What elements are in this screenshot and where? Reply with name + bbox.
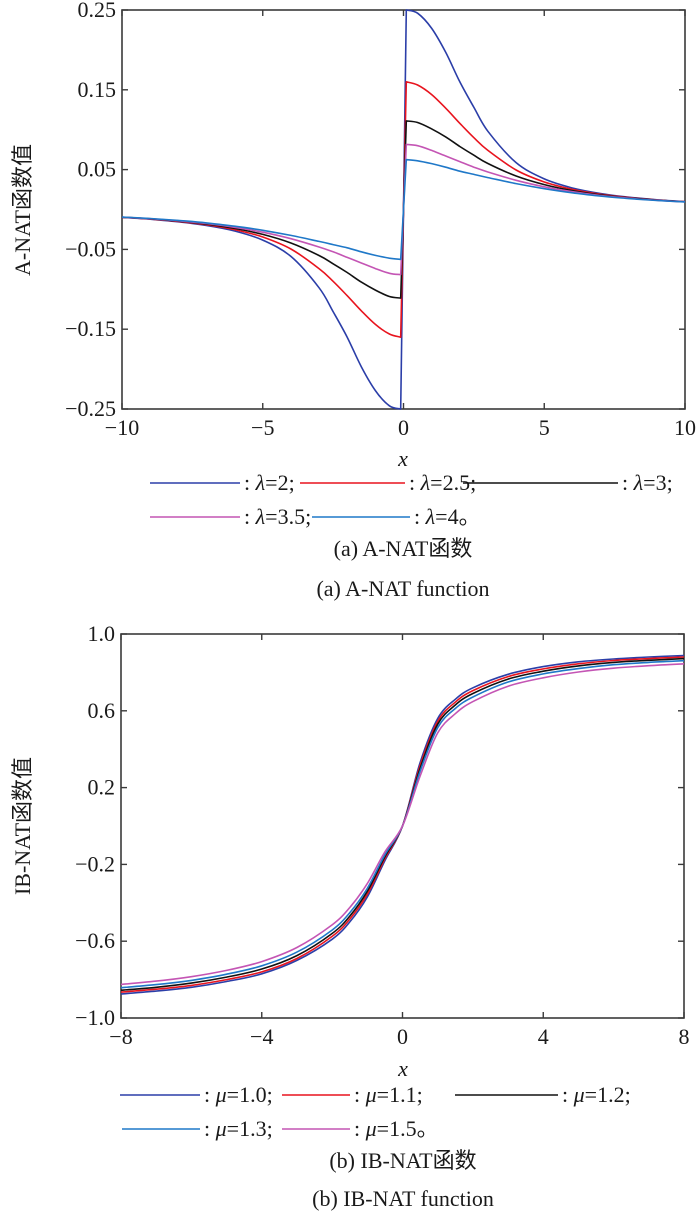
chart-b-xlabel: x — [397, 1056, 408, 1081]
chart-b-xtick-label: 0 — [397, 1024, 408, 1049]
chart-b-legend-label: : μ=1.5。 — [354, 1116, 439, 1141]
chart-a-anat: A-NAT函数值 −10 −5 0 5 10 0.25 0.15 0.05 −0.05 −0.15… — [10, 0, 696, 601]
chart-a-plot-area: −10 −5 0 5 10 0.25 0.15 0.05 −0.05 −0.15 −0.25 — [65, 0, 696, 440]
chart-b-ytick-label: −1.0 — [75, 1005, 115, 1030]
chart-b-ytick-label: 1.0 — [88, 621, 116, 646]
chart-b-legend: : μ=1.0; : μ=1.1; : μ=1.2; : μ=1.3; : μ=1.5。 — [120, 1082, 631, 1141]
chart-a-xlabel: x — [397, 446, 408, 471]
chart-a-legend-label: : λ=3.5; — [244, 504, 311, 529]
chart-b-caption-cn: (b) IB-NAT函数 — [329, 1148, 476, 1173]
chart-b-ytick-label: 0.2 — [88, 775, 116, 800]
chart-a-xtick-label: 5 — [539, 415, 550, 440]
chart-a-legend-label: : λ=2; — [244, 470, 295, 495]
chart-b-legend-label: : μ=1.2; — [562, 1082, 631, 1107]
chart-b-ytick-label: 0.6 — [88, 698, 116, 723]
chart-a-ytick-label: 0.05 — [78, 157, 117, 182]
chart-a-xtick-label: 0 — [398, 415, 409, 440]
chart-b-ibnat: IB-NAT函数值 −8 −4 0 4 8 1.0 0.6 0.2 −0.2 −0.6 −1.0 x… — [10, 621, 690, 1211]
chart-a-ylabel: A-NAT函数值 — [10, 144, 35, 276]
chart-b-legend-label: : μ=1.3; — [204, 1116, 273, 1141]
chart-a-series-line-4 — [121, 158, 686, 261]
chart-b-plot-area: −8 −4 0 4 8 1.0 0.6 0.2 −0.2 −0.6 −1.0 — [75, 621, 689, 1049]
chart-a-ytick-label: −0.15 — [65, 316, 116, 341]
chart-b-xtick-label: 4 — [538, 1024, 549, 1049]
chart-a-caption-en: (a) A-NAT function — [316, 576, 489, 601]
chart-a-ytick-label: −0.05 — [65, 236, 116, 261]
chart-a-xtick-label: −5 — [251, 415, 274, 440]
chart-b-xtick-label: 8 — [679, 1024, 690, 1049]
chart-a-legend-label: : λ=4。 — [414, 504, 481, 529]
chart-a-ytick-label: −0.25 — [65, 396, 116, 421]
chart-a-ytick-label: 0.15 — [78, 77, 117, 102]
chart-b-series-line-1.5 — [120, 663, 685, 986]
chart-b-ylabel: IB-NAT函数值 — [10, 757, 35, 895]
chart-b-legend-label: : μ=1.1; — [354, 1082, 423, 1107]
chart-a-legend-label: : λ=3; — [622, 470, 673, 495]
chart-a-xtick-label: −10 — [105, 415, 139, 440]
chart-b-xtick-label: −4 — [250, 1024, 273, 1049]
chart-b-caption-en: (b) IB-NAT function — [312, 1186, 494, 1211]
chart-a-xtick-label: 10 — [674, 415, 696, 440]
chart-b-xtick-label: −8 — [109, 1024, 132, 1049]
chart-b-legend-label: : μ=1.0; — [204, 1082, 273, 1107]
chart-a-legend: : λ=2;: λ=2.5;: λ=3;: λ=3.5;: λ=4。 — [150, 470, 673, 529]
chart-b-ytick-label: −0.2 — [75, 851, 115, 876]
chart-b-ytick-label: −0.6 — [75, 928, 115, 953]
chart-a-caption-cn: (a) A-NAT函数 — [334, 536, 473, 561]
chart-a-ytick-label: 0.25 — [78, 0, 117, 22]
